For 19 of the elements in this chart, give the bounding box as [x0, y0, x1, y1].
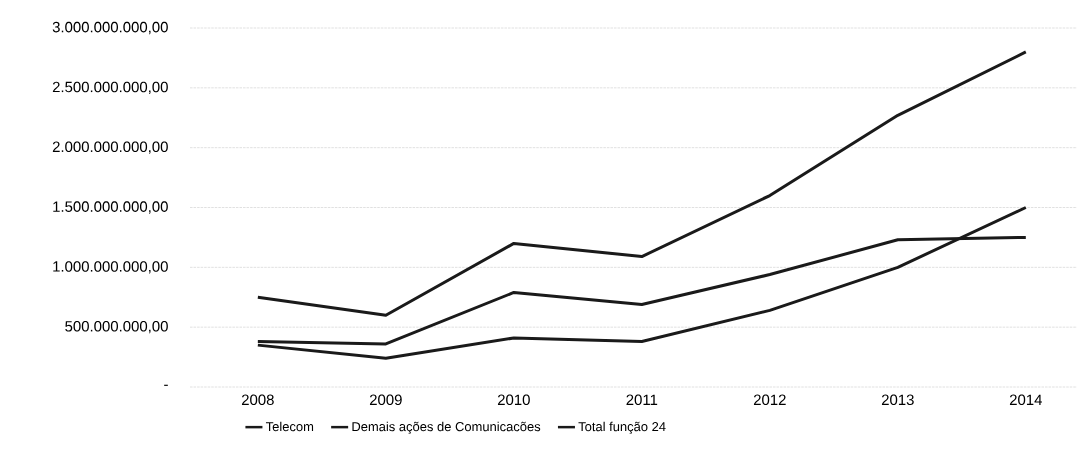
- y-tick-label: 500.000.000,00: [65, 320, 168, 334]
- line-series: [256, 50, 1028, 317]
- x-tick-label: 2012: [753, 394, 786, 406]
- x-tick-label: 2013: [881, 394, 914, 406]
- line-series: [256, 206, 1028, 360]
- x-tick-label: 2011: [626, 394, 658, 406]
- y-tick-label: 1.500.000.000,00: [53, 201, 168, 214]
- y-tick-label: -: [164, 384, 168, 386]
- y-tick-label: 2.000.000.000,00: [52, 141, 168, 154]
- x-tick-label: 2014: [1009, 394, 1042, 406]
- y-tick-label: 1.000.000.000,00: [53, 261, 168, 274]
- legend-label: Demais ações de Comunicacões: [352, 421, 541, 434]
- legend-label: Telecom: [265, 421, 314, 432]
- x-tick-label: 2008: [241, 394, 274, 406]
- x-tick-label: 2009: [369, 394, 402, 406]
- y-tick-label: 2.500.000.000,00: [52, 81, 168, 94]
- legend-label: Total função 24: [578, 421, 666, 434]
- x-tick-label: 2010: [497, 394, 530, 406]
- y-tick-label: 3.000.000.000,00: [52, 21, 168, 35]
